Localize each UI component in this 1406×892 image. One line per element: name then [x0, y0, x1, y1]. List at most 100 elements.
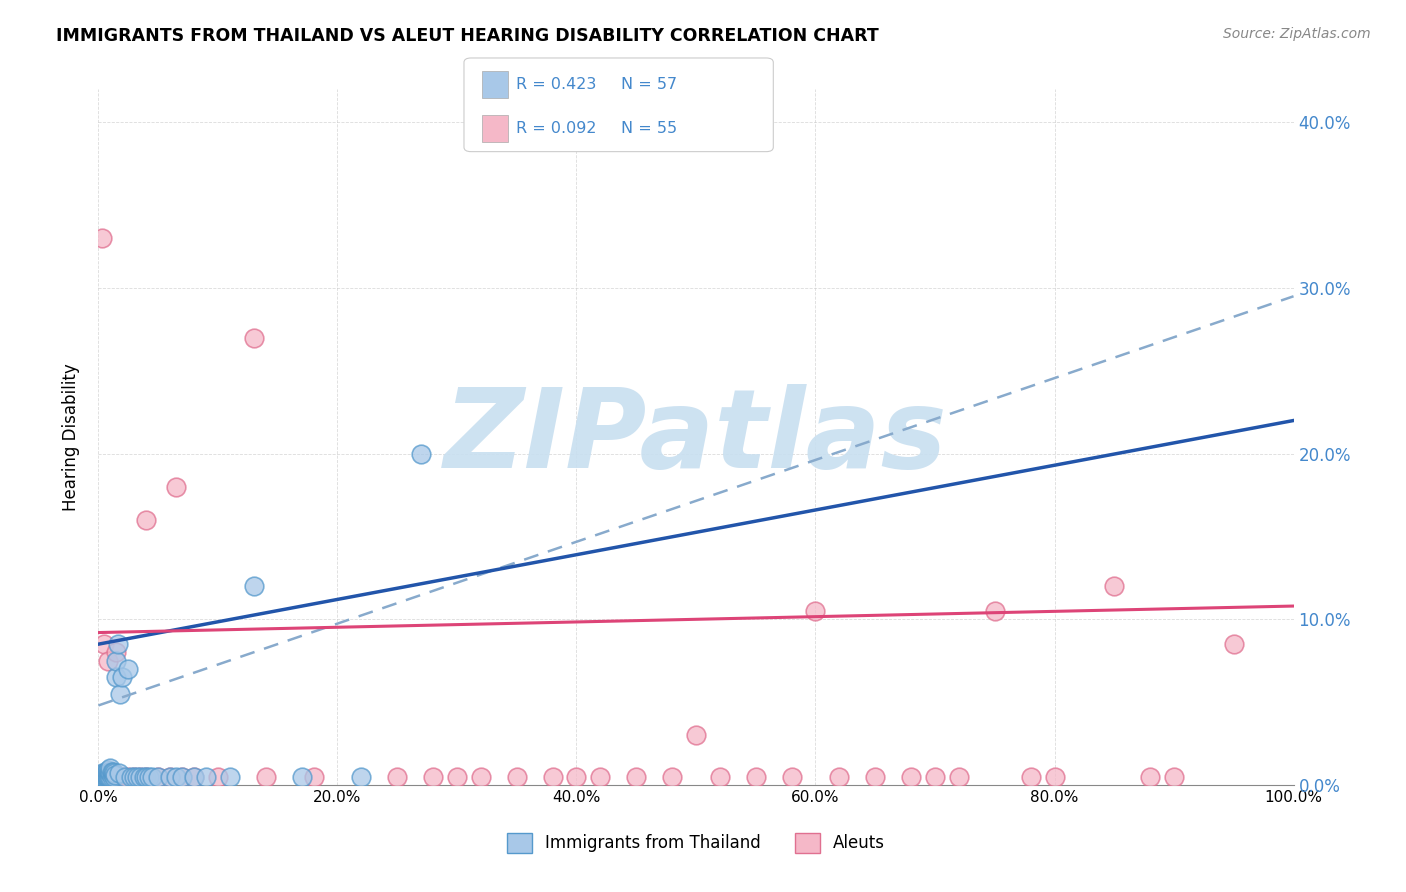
Point	[745, 770, 768, 784]
Point	[183, 770, 205, 784]
Point	[91, 770, 114, 784]
Point	[93, 770, 115, 784]
Point	[243, 331, 266, 345]
Point	[1163, 770, 1185, 784]
Point	[948, 770, 970, 784]
Point	[165, 770, 187, 784]
Point	[125, 770, 148, 784]
Point	[804, 604, 827, 618]
Point	[709, 770, 731, 784]
Point	[132, 770, 155, 784]
Point	[1019, 770, 1042, 784]
Point	[350, 770, 373, 784]
Point	[165, 480, 187, 494]
Point	[101, 770, 124, 784]
Point	[98, 770, 122, 784]
Text: R = 0.423: R = 0.423	[516, 78, 596, 92]
Point	[541, 770, 564, 784]
Point	[129, 770, 152, 784]
Point	[135, 513, 157, 527]
Point	[101, 768, 124, 782]
Text: ZIPatlas: ZIPatlas	[444, 384, 948, 491]
Point	[117, 770, 139, 784]
Point	[565, 770, 588, 784]
Text: IMMIGRANTS FROM THAILAND VS ALEUT HEARING DISABILITY CORRELATION CHART: IMMIGRANTS FROM THAILAND VS ALEUT HEARIN…	[56, 27, 879, 45]
Point	[148, 770, 170, 784]
Point	[93, 768, 115, 782]
Text: N = 55: N = 55	[621, 121, 678, 136]
Point	[100, 770, 122, 784]
Point	[291, 770, 314, 784]
Point	[105, 770, 128, 784]
Point	[1104, 579, 1126, 593]
Point	[446, 770, 468, 784]
Point	[129, 770, 152, 784]
Point	[105, 645, 128, 659]
Point	[107, 766, 129, 780]
Point	[108, 770, 131, 784]
Point	[96, 768, 118, 782]
Point	[685, 728, 707, 742]
Point	[159, 770, 181, 784]
Point	[96, 770, 118, 784]
Point	[172, 770, 194, 784]
Point	[96, 764, 118, 779]
Point	[302, 770, 325, 784]
Legend: Immigrants from Thailand, Aleuts: Immigrants from Thailand, Aleuts	[508, 833, 884, 853]
Point	[100, 770, 122, 784]
Point	[107, 637, 129, 651]
Point	[94, 768, 117, 782]
Y-axis label: Hearing Disability: Hearing Disability	[62, 363, 80, 511]
Point	[97, 770, 120, 784]
Point	[97, 770, 120, 784]
Point	[93, 637, 115, 651]
Point	[94, 770, 117, 784]
Point	[98, 761, 122, 775]
Point	[148, 770, 170, 784]
Point	[900, 770, 922, 784]
Text: R = 0.092: R = 0.092	[516, 121, 596, 136]
Text: Source: ZipAtlas.com: Source: ZipAtlas.com	[1223, 27, 1371, 41]
Point	[103, 770, 125, 784]
Point	[124, 770, 146, 784]
Point	[924, 770, 946, 784]
Point	[91, 770, 114, 784]
Point	[159, 770, 181, 784]
Point	[243, 579, 266, 593]
Point	[98, 764, 122, 779]
Point	[91, 768, 114, 782]
Point	[254, 770, 277, 784]
Point	[111, 770, 134, 784]
Point	[98, 770, 122, 784]
Point	[117, 662, 139, 676]
Point	[172, 770, 194, 784]
Point	[93, 766, 115, 780]
Point	[120, 770, 142, 784]
Point	[207, 770, 229, 784]
Point	[105, 670, 128, 684]
Point	[111, 670, 134, 684]
Point	[626, 770, 648, 784]
Point	[385, 770, 409, 784]
Point	[470, 770, 492, 784]
Point	[1139, 770, 1161, 784]
Point	[96, 770, 118, 784]
Point	[195, 770, 218, 784]
Point	[103, 770, 125, 784]
Point	[124, 770, 146, 784]
Point	[100, 764, 122, 779]
Point	[135, 770, 157, 784]
Point	[104, 768, 127, 782]
Point	[183, 770, 205, 784]
Point	[661, 770, 683, 784]
Point	[141, 770, 163, 784]
Point	[1043, 770, 1066, 784]
Point	[865, 770, 887, 784]
Point	[411, 447, 433, 461]
Point	[97, 654, 120, 668]
Point	[422, 770, 444, 784]
Point	[98, 770, 121, 784]
Point	[138, 770, 160, 784]
Point	[135, 770, 157, 784]
Point	[101, 764, 124, 779]
